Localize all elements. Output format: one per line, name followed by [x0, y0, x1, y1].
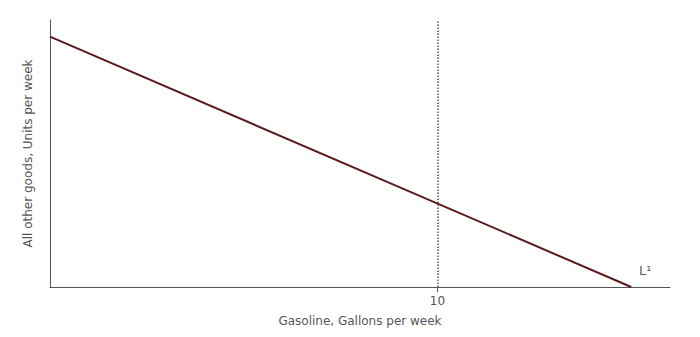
svg-text:Gasoline, Gallons per week: Gasoline, Gallons per week	[278, 314, 441, 328]
svg-text:L¹: L¹	[639, 263, 651, 278]
svg-text:All other goods, Units per wee: All other goods, Units per week	[21, 59, 35, 247]
svg-text:10: 10	[430, 294, 445, 308]
